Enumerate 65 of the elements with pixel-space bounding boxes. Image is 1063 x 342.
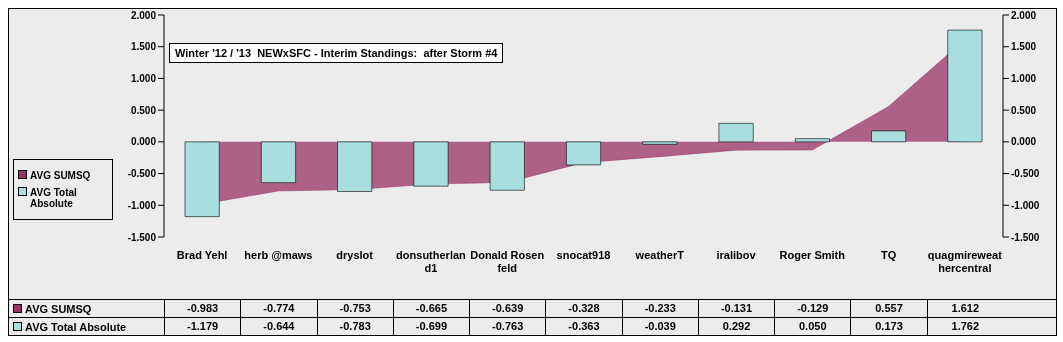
text: AVG Total Absolute (25, 320, 127, 333)
x-tick-label: donsutherland1 (395, 249, 467, 275)
legend-label: AVG SUMSQ (30, 170, 91, 181)
y2-tick-label: -1.500 (1011, 231, 1040, 243)
y-tick-label: 1.500 (130, 41, 157, 53)
x-tick-label: Brad Yehl (175, 249, 229, 262)
data-label: 0.292 (697, 318, 775, 335)
bar (260, 141, 296, 184)
bar (794, 138, 830, 143)
y-tick-label: -1.500 (127, 231, 157, 243)
data-label: -0.983 (164, 300, 241, 317)
data-label: -0.639 (469, 300, 546, 317)
bar (871, 130, 907, 143)
x-tick-label: snocat918 (555, 249, 612, 262)
bar (184, 141, 220, 217)
legend-label: AVG Total Absolute (30, 187, 78, 209)
bar (489, 141, 525, 191)
x-tick-label: TQ (879, 249, 898, 262)
x-tick-label: dryslot (335, 249, 374, 262)
text: AVG SUMSQ (25, 302, 92, 315)
y-tick-label: -0.500 (127, 168, 157, 180)
data-label: -0.129 (774, 300, 851, 317)
y2-tick-label: -1.000 (1011, 199, 1040, 211)
y-tick-label: -1.000 (127, 199, 157, 211)
data-label: -0.774 (240, 300, 317, 317)
data-label: -0.699 (392, 318, 470, 335)
data-label: -0.783 (316, 318, 393, 335)
data-label: -0.644 (240, 318, 317, 335)
bar (642, 141, 678, 145)
text: Winter '12 / '13 NEWxSFC - Interim Standings: after Storm #4 (169, 43, 504, 63)
bar (337, 141, 373, 192)
x-tick-label: weatherT (634, 249, 685, 262)
y-tick-label: 1.000 (130, 72, 157, 84)
bar (947, 29, 983, 143)
data-label: -0.753 (316, 300, 393, 317)
data-label: 0.050 (774, 318, 851, 335)
bar (718, 123, 754, 143)
data-label: -0.039 (621, 318, 698, 335)
data-label: -0.665 (392, 300, 470, 317)
data-label: -0.763 (469, 318, 546, 335)
y2-tick-label: 0.500 (1011, 104, 1037, 116)
y-tick-label: 0.000 (130, 136, 157, 148)
y2-tick-label: 0.000 (1011, 136, 1037, 148)
x-tick-label: iralibov (715, 249, 757, 262)
y2-tick-label: 1.000 (1011, 72, 1037, 84)
x-tick-label: Roger Smith (778, 249, 846, 262)
bar (566, 141, 601, 166)
x-tick-label: herb @maws (243, 249, 314, 262)
data-label: -0.363 (545, 318, 622, 335)
data-label: -0.328 (545, 300, 622, 317)
y2-tick-label: -0.500 (1011, 168, 1040, 180)
data-label: 0.173 (850, 318, 927, 335)
y2-tick-label: 2.000 (1011, 9, 1037, 21)
data-label: -0.131 (697, 300, 775, 317)
data-label: 0.557 (850, 300, 927, 317)
data-label: 1.762 (926, 318, 1003, 335)
data-label: -0.233 (621, 300, 698, 317)
data-label: -1.179 (164, 318, 241, 335)
y-tick-label: 2.000 (130, 9, 157, 21)
y2-tick-label: 1.500 (1011, 41, 1037, 53)
y-tick-label: 0.500 (130, 104, 157, 116)
x-tick-label: quagmireweathercentral (926, 249, 1003, 275)
data-label: 1.612 (926, 300, 1003, 317)
bar (413, 141, 449, 187)
x-tick-label: Donald Rosenfeld (469, 249, 546, 275)
